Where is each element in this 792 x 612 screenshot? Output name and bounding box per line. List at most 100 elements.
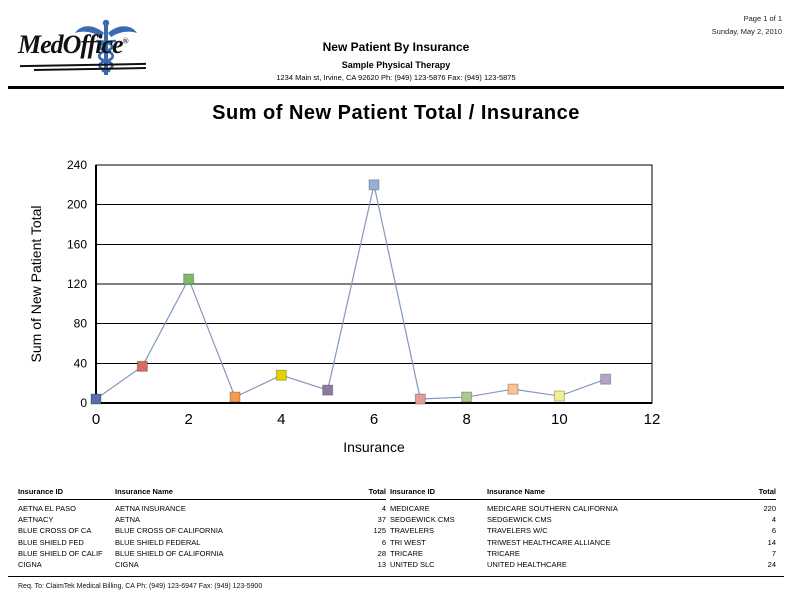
chart: 0 40 80 120 160 200 240 0 2 4 6 8 10 12 Insurance Sum o… (25, 146, 675, 464)
data-point (414, 393, 426, 405)
cell-insurance-id: BLUE SHIELD OF CALIF (18, 548, 103, 558)
table-body: AETNA EL PASO AETNA INSURANCE 4 AETNACY AETN… (18, 500, 386, 570)
logo-text: MedOffice (18, 30, 124, 59)
page-info: Page 1 of 1 Sunday, May 2, 2010 (712, 12, 782, 38)
data-point (322, 384, 334, 396)
cell-total: 6 (771, 526, 776, 536)
cell-insurance-id: TRAVELERS (390, 526, 435, 536)
cell-total: 13 (377, 560, 386, 570)
insurance-table-left: Insurance ID Insurance Name Total AETNA … (18, 487, 386, 570)
cell-total: 7 (771, 548, 776, 558)
cell-insurance-id: BLUE SHIELD FED (18, 537, 84, 547)
cell-total: 14 (767, 537, 776, 547)
table-row: BLUE SHIELD OF CALIF BLUE SHIELD OF CALIF… (18, 548, 386, 559)
cell-total: 6 (381, 537, 386, 547)
cell-insurance-id: BLUE CROSS OF CA (18, 526, 92, 536)
cell-insurance-name: TRIWEST HEALTHCARE ALLIANCE (487, 537, 611, 547)
caduceus-icon (75, 19, 137, 75)
x-tick-label: 6 (370, 411, 378, 428)
series-line (95, 184, 606, 400)
cell-total: 24 (767, 560, 776, 570)
y-axis-title: Sum of New Patient Total (28, 206, 44, 363)
data-point (229, 391, 241, 403)
cell-insurance-id: UNITED SLC (390, 560, 435, 570)
cell-insurance-name: TRAVELERS W/C (487, 526, 548, 536)
table-header-row: Insurance ID Insurance Name Total (390, 487, 776, 500)
cell-insurance-name: BLUE SHIELD OF CALIFORNIA (115, 548, 224, 558)
x-tick-label: 0 (92, 411, 100, 428)
data-point (183, 273, 195, 285)
insurance-table-right: Insurance ID Insurance Name Total MEDICA… (390, 487, 776, 570)
table-row: TRI WEST TRIWEST HEALTHCARE ALLIANCE 14 (390, 537, 776, 548)
cell-total: 28 (377, 548, 386, 558)
x-tick-label: 8 (462, 411, 470, 428)
x-tick-label: 4 (277, 411, 285, 428)
data-point (461, 391, 473, 403)
line-chart: 0 40 80 120 160 200 240 0 2 4 6 8 10 12 Insurance Sum o… (28, 158, 661, 455)
cell-insurance-name: UNITED HEALTHCARE (487, 560, 567, 570)
practice-name: Sample Physical Therapy (341, 60, 451, 70)
data-point (136, 360, 148, 372)
y-tick-label: 0 (80, 396, 87, 410)
x-axis-title: Insurance (343, 439, 405, 455)
chart-title: Sum of New Patient Total / Insurance (212, 102, 580, 124)
report-date: Sunday, May 2, 2010 (711, 27, 782, 36)
table-row: AETNACY AETNA 37 (18, 514, 386, 525)
col-header-insurance-name: Insurance Name (115, 487, 173, 496)
table-row: SEDGEWICK CMS SEDGEWICK CMS 4 (390, 514, 776, 525)
data-point (507, 383, 519, 395)
table-header-row: Insurance ID Insurance Name Total (18, 487, 386, 500)
report-title: New Patient By Insurance (322, 40, 470, 54)
col-header-total: Total (758, 487, 776, 496)
x-tick-label: 2 (184, 411, 192, 428)
cell-insurance-name: BLUE SHIELD FEDERAL (115, 537, 201, 547)
registered-mark: ® (122, 36, 129, 46)
data-point (600, 373, 612, 385)
table-row: TRICARE TRICARE 7 (390, 548, 776, 559)
cell-insurance-name: SEDGEWICK CMS (487, 515, 552, 525)
cell-insurance-id: SEDGEWICK CMS (390, 515, 455, 525)
col-header-insurance-id: Insurance ID (390, 487, 436, 496)
footer-text: Req. To: ClaimTek Medical Billing, CA Ph… (18, 583, 263, 590)
cell-total: 4 (771, 515, 776, 525)
table-row: UNITED SLC UNITED HEALTHCARE 24 (390, 559, 776, 570)
col-header-total: Total (368, 487, 386, 496)
table-row: MEDICARE MEDICARE SOUTHERN CALIFORNIA 220 (390, 503, 776, 514)
table-row: TRAVELERS TRAVELERS W/C 6 (390, 525, 776, 536)
table-row: BLUE CROSS OF CA BLUE CROSS OF CALIFORNIA… (18, 525, 386, 536)
header-rule (8, 86, 784, 89)
y-tick-label: 40 (74, 356, 88, 370)
table-row: CIGNA CIGNA 13 (18, 559, 386, 570)
data-point (90, 393, 102, 405)
col-header-insurance-name: Insurance Name (487, 487, 545, 496)
logo-wordmark: MedOffice® (18, 30, 129, 60)
cell-insurance-id: MEDICARE (390, 504, 430, 514)
x-tick-label: 12 (644, 411, 661, 428)
cell-total: 220 (763, 504, 776, 514)
y-tick-label: 240 (67, 158, 87, 172)
y-tick-label: 200 (67, 198, 87, 212)
y-tick-label: 160 (67, 237, 87, 251)
data-point (368, 179, 380, 191)
cell-insurance-name: MEDICARE SOUTHERN CALIFORNIA (487, 504, 618, 514)
medoffice-logo: MedOffice® (18, 18, 158, 80)
cell-insurance-id: TRI WEST (390, 537, 426, 547)
footer-rule (8, 576, 784, 577)
y-tick-label: 120 (67, 277, 87, 291)
cell-insurance-name: AETNA (115, 515, 141, 525)
y-tick-label: 80 (74, 317, 88, 331)
table-row: AETNA EL PASO AETNA INSURANCE 4 (18, 503, 386, 514)
col-header-insurance-id: Insurance ID (18, 487, 64, 496)
cell-insurance-name: BLUE CROSS OF CALIFORNIA (115, 526, 223, 536)
cell-total: 37 (377, 515, 386, 525)
cell-insurance-name: TRICARE (487, 548, 520, 558)
cell-insurance-id: AETNA EL PASO (18, 504, 76, 514)
cell-total: 4 (381, 504, 386, 514)
cell-insurance-name: CIGNA (115, 560, 139, 570)
cell-insurance-id: CIGNA (18, 560, 42, 570)
table-body: MEDICARE MEDICARE SOUTHERN CALIFORNIA 220 S… (390, 500, 776, 570)
cell-insurance-name: AETNA INSURANCE (115, 504, 186, 514)
table-row: BLUE SHIELD FED BLUE SHIELD FEDERAL 6 (18, 537, 386, 548)
data-point (275, 369, 287, 381)
